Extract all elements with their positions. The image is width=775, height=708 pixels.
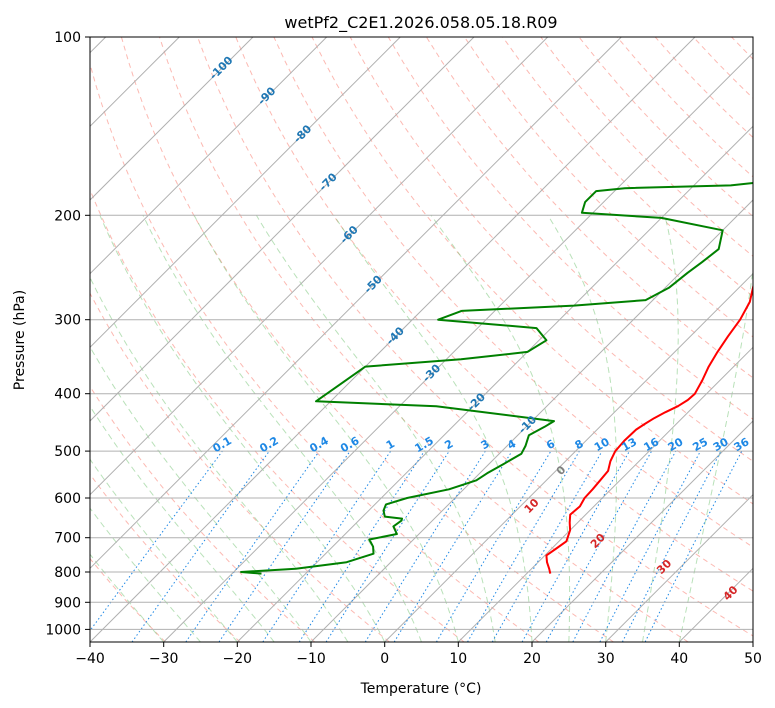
isotherm-line <box>90 37 696 642</box>
mixing-ratio-line <box>90 450 223 632</box>
y-tick-label: 200 <box>54 208 81 224</box>
x-tick-label: 20 <box>523 651 541 667</box>
moist-adiabat-line <box>99 215 386 642</box>
dry-adiabat-line <box>273 37 753 548</box>
dewpoint-line <box>240 182 753 575</box>
dry-adiabat-line <box>349 37 753 462</box>
isotherm-line <box>163 51 753 642</box>
y-tick-label: 500 <box>54 444 81 460</box>
isotherm-line <box>384 272 753 642</box>
y-tick-label: 300 <box>54 313 81 329</box>
isotherm-line <box>90 37 328 275</box>
dry-adiabat-line <box>311 37 753 505</box>
dry-adiabat-line <box>235 37 753 592</box>
x-tick-label: 10 <box>449 651 467 667</box>
pressure-grid <box>90 37 753 630</box>
y-tick-label: 900 <box>54 595 81 611</box>
moist-adiabat-line <box>678 265 753 642</box>
moist-adiabat-line <box>90 345 312 642</box>
y-axis-title: Pressure (hPa) <box>12 290 28 390</box>
moist-adiabat-line <box>430 215 571 642</box>
dry-adiabat-line <box>90 473 241 642</box>
temperature-line <box>545 283 753 574</box>
isotherm-line <box>90 37 254 201</box>
isotherm-line <box>90 37 475 422</box>
isotherm-line <box>236 125 753 642</box>
y-tick-label: 700 <box>54 531 81 547</box>
dry-adiabat-line <box>90 188 465 642</box>
dry-adiabat-line <box>90 62 540 642</box>
dry-adiabat-line <box>90 292 390 642</box>
mixing-ratio-line <box>262 450 392 642</box>
dry-adiabat-line <box>120 37 614 642</box>
x-tick-label: 40 <box>670 651 688 667</box>
moist-adiabat-line <box>333 215 533 642</box>
isotherm-line <box>310 199 753 642</box>
dry-adiabat-line <box>464 37 753 338</box>
chart-title: wetPf2_C2E1.2026.058.05.18.R09 <box>284 13 557 33</box>
x-axis: −40 −30 −20 −10 0 10 20 30 40 50 <box>75 642 762 667</box>
isotherm-line <box>90 37 622 570</box>
mixing-ratio-line <box>298 450 425 642</box>
x-tick-label: −20 <box>223 651 253 667</box>
x-tick-label: 50 <box>744 651 762 667</box>
background-lines <box>90 37 753 642</box>
profile-lines <box>240 182 753 575</box>
plot-frame <box>89 36 754 643</box>
mixing-ratio-line <box>131 450 270 642</box>
mixing-ratio-line <box>393 450 513 642</box>
x-tick-label: −10 <box>296 651 326 667</box>
moist-adiabat-line <box>547 215 617 642</box>
moist-adiabat-line <box>90 458 238 642</box>
x-tick-label: −40 <box>75 651 105 667</box>
y-axis: 100 200 300 400 500 600 700 800 900 1000 <box>45 30 90 638</box>
moist-adiabat-line <box>193 215 459 642</box>
moist-adiabat-line <box>142 215 422 642</box>
mixing-ratio-line <box>325 450 450 642</box>
y-tick-label: 600 <box>54 491 81 507</box>
y-tick-label: 100 <box>54 30 81 46</box>
mixing-ratio-line <box>644 450 743 642</box>
mixing-ratio-line <box>572 450 677 642</box>
mixing-ratio-line <box>185 450 320 642</box>
isotherm-line <box>531 420 753 642</box>
y-tick-label: 800 <box>54 565 81 581</box>
y-tick-label: 400 <box>54 387 81 403</box>
x-axis-title: Temperature (°C) <box>360 681 482 697</box>
x-tick-label: 0 <box>380 651 389 667</box>
mixing-ratio-line <box>545 450 653 642</box>
mixing-ratio-line <box>218 450 351 642</box>
isotherm-line <box>90 37 401 349</box>
x-tick-label: 30 <box>597 651 615 667</box>
y-tick-label: 1000 <box>45 622 81 638</box>
isotherm-line <box>457 346 753 642</box>
isotherm-line <box>90 37 549 496</box>
dry-adiabat-line <box>90 385 316 642</box>
dry-adiabat-line <box>159 37 689 642</box>
isotherm-line <box>605 493 753 642</box>
x-tick-label: −30 <box>149 651 179 667</box>
mixing-ratio-line <box>521 450 630 642</box>
moist-adiabat-line <box>642 215 679 642</box>
dry-adiabat-line <box>90 557 166 642</box>
moist-adiabat-line <box>90 405 275 642</box>
